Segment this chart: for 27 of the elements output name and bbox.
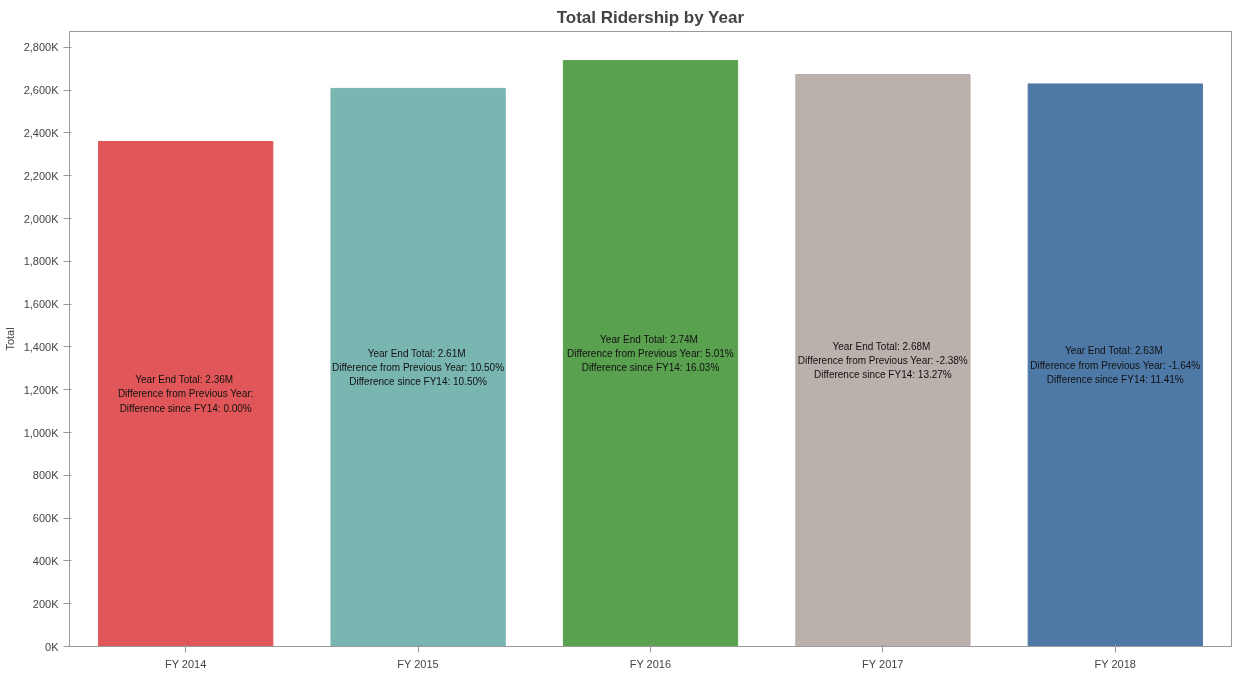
x-tick-label: FY 2015 xyxy=(397,657,439,670)
annotation: Year End Total: 2.68M Difference from Previous Year: -2.38% Difference since FY14: 13.27% xyxy=(797,340,968,381)
y-tick-label: 1,200K xyxy=(23,383,60,396)
y-tick-label: 2,800K xyxy=(23,41,60,54)
x-tick-label: FY 2014 xyxy=(164,657,207,670)
y-tick-label: 1,000K xyxy=(23,426,60,439)
x-tick-label: FY 2018 xyxy=(1094,657,1136,670)
y-tick-label: 400K xyxy=(32,554,60,567)
x-tick-label: FY 2016 xyxy=(629,657,672,670)
y-axis-title: Total xyxy=(3,327,16,351)
annotation: Year End Total: 2.74M Difference from Previous Year: 5.01% Difference since FY14: 16.03% xyxy=(567,333,734,374)
y-tick-label: 2,400K xyxy=(23,126,60,139)
annotation: Year End Total: 2.36M Difference from Previous Year: Difference since FY14: 0.00% xyxy=(117,374,254,414)
y-tick-label: 1,600K xyxy=(23,298,60,311)
y-tick-label: 2,000K xyxy=(23,212,60,225)
y-tick-label: 2,600K xyxy=(23,84,60,97)
y-tick-label: 2,200K xyxy=(23,169,60,182)
y-tick-label: 600K xyxy=(32,512,60,525)
y-tick-label: 200K xyxy=(32,597,60,610)
annotation: Year End Total: 2.61M Difference from Previous Year: 10.50% Difference since FY14: 10.50% xyxy=(331,347,505,388)
annotation: Year End Total: 2.63M Difference from Previous Year: -1.64% Difference since FY14: 11.41% xyxy=(1030,345,1201,386)
y-tick-label: 0K xyxy=(45,640,60,653)
y-tick-label: 800K xyxy=(32,469,60,482)
chart-title: Total Ridership by Year xyxy=(556,7,745,27)
y-tick-label: 1,400K xyxy=(23,340,60,353)
y-tick-label: 1,800K xyxy=(23,255,60,268)
x-tick-label: FY 2017 xyxy=(862,657,904,670)
